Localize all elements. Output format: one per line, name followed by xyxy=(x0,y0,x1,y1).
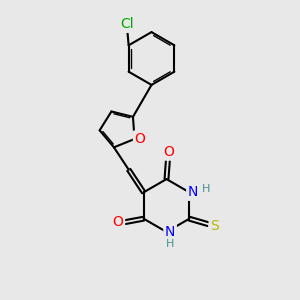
Text: N: N xyxy=(188,185,198,199)
Text: O: O xyxy=(134,132,146,146)
Text: S: S xyxy=(210,220,219,233)
Text: Cl: Cl xyxy=(120,17,134,31)
Text: N: N xyxy=(165,225,175,239)
Text: O: O xyxy=(163,145,174,159)
Text: H: H xyxy=(166,239,174,249)
Text: O: O xyxy=(113,215,124,229)
Text: H: H xyxy=(202,184,210,194)
